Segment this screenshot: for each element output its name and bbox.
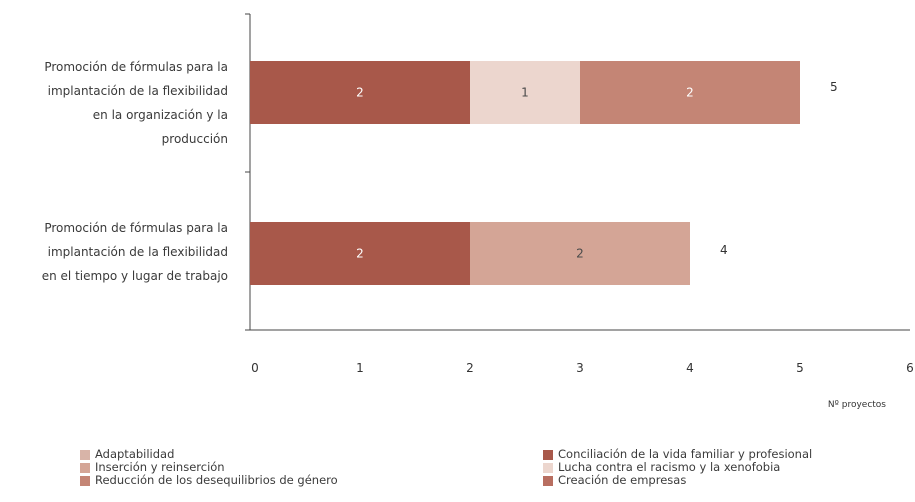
- bar-segment: [470, 61, 580, 124]
- category-label: Promoción de fórmulas para la implantació…: [42, 221, 228, 283]
- chart: 0 1 2 3 4 5 6 Nº proyectos Promoción de fórmulas…: [42, 13, 914, 410]
- x-tick-label: 5: [796, 361, 804, 375]
- data-label: 1: [521, 86, 529, 100]
- legend-swatch: [543, 449, 553, 460]
- legend-label: Conciliación de la vida familiar y profe…: [558, 447, 813, 461]
- bar-total-label: 4: [720, 243, 728, 257]
- legend-item: Lucha contra el racismo y la xenofobia: [543, 461, 812, 474]
- data-label: 2: [356, 247, 364, 261]
- legend-item: Adaptabilidad: [80, 448, 338, 461]
- labels: 0 1 2 3 4 5 6 Nº proyectos Promoción de fórmulas…: [42, 60, 914, 410]
- legend-swatch: [543, 475, 553, 486]
- legend-right: Conciliación de la vida familiar y profe…: [543, 448, 812, 487]
- category-label-line: implantación de la flexibilidad: [48, 84, 228, 98]
- legend-label: Reducción de los desequilibrios de géner…: [95, 473, 338, 487]
- data-label: 2: [686, 86, 694, 100]
- category-label-line: Promoción de fórmulas para la: [44, 60, 228, 74]
- x-axis-title: Nº proyectos: [828, 400, 886, 410]
- legend-swatch: [80, 449, 90, 460]
- x-tick-label: 0: [251, 361, 259, 375]
- x-tick-label: 3: [576, 361, 584, 375]
- legend-left: Adaptabilidad Inserción y reinserción Redu…: [80, 448, 338, 487]
- category-label-line: implantación de la flexibilidad: [48, 245, 228, 259]
- category-label-line: en el tiempo y lugar de trabajo: [42, 269, 228, 283]
- bar-segment: [470, 222, 690, 285]
- legend-label: Inserción y reinserción: [95, 460, 225, 474]
- legend-label: Creación de empresas: [558, 473, 687, 487]
- legend-item: Reducción de los desequilibrios de géner…: [80, 474, 338, 487]
- category-label: Promoción de fórmulas para la implantació…: [44, 60, 228, 146]
- x-tick-label: 6: [906, 361, 914, 375]
- legend-swatch: [543, 462, 553, 473]
- legend-swatch: [80, 475, 90, 486]
- data-label: 2: [356, 86, 364, 100]
- legend-item: Conciliación de la vida familiar y profe…: [543, 448, 812, 461]
- bar-segment: [250, 61, 470, 124]
- x-tick-label: 1: [356, 361, 364, 375]
- legend-item: Inserción y reinserción: [80, 461, 338, 474]
- bars: [250, 61, 800, 285]
- bar-segment: [250, 222, 470, 285]
- legend-label: Adaptabilidad: [95, 447, 175, 461]
- data-label: 2: [576, 247, 584, 261]
- legend-swatch: [80, 462, 90, 473]
- x-tick-label: 4: [686, 361, 694, 375]
- bar-segment: [580, 61, 800, 124]
- category-label-line: en la organización y la: [93, 108, 228, 122]
- legend-item: Creación de empresas: [543, 474, 812, 487]
- category-label-line: producción: [162, 132, 228, 146]
- legend-label: Lucha contra el racismo y la xenofobia: [558, 460, 781, 474]
- x-tick-label: 2: [466, 361, 474, 375]
- category-label-line: Promoción de fórmulas para la: [44, 221, 228, 235]
- bar-total-label: 5: [830, 80, 838, 94]
